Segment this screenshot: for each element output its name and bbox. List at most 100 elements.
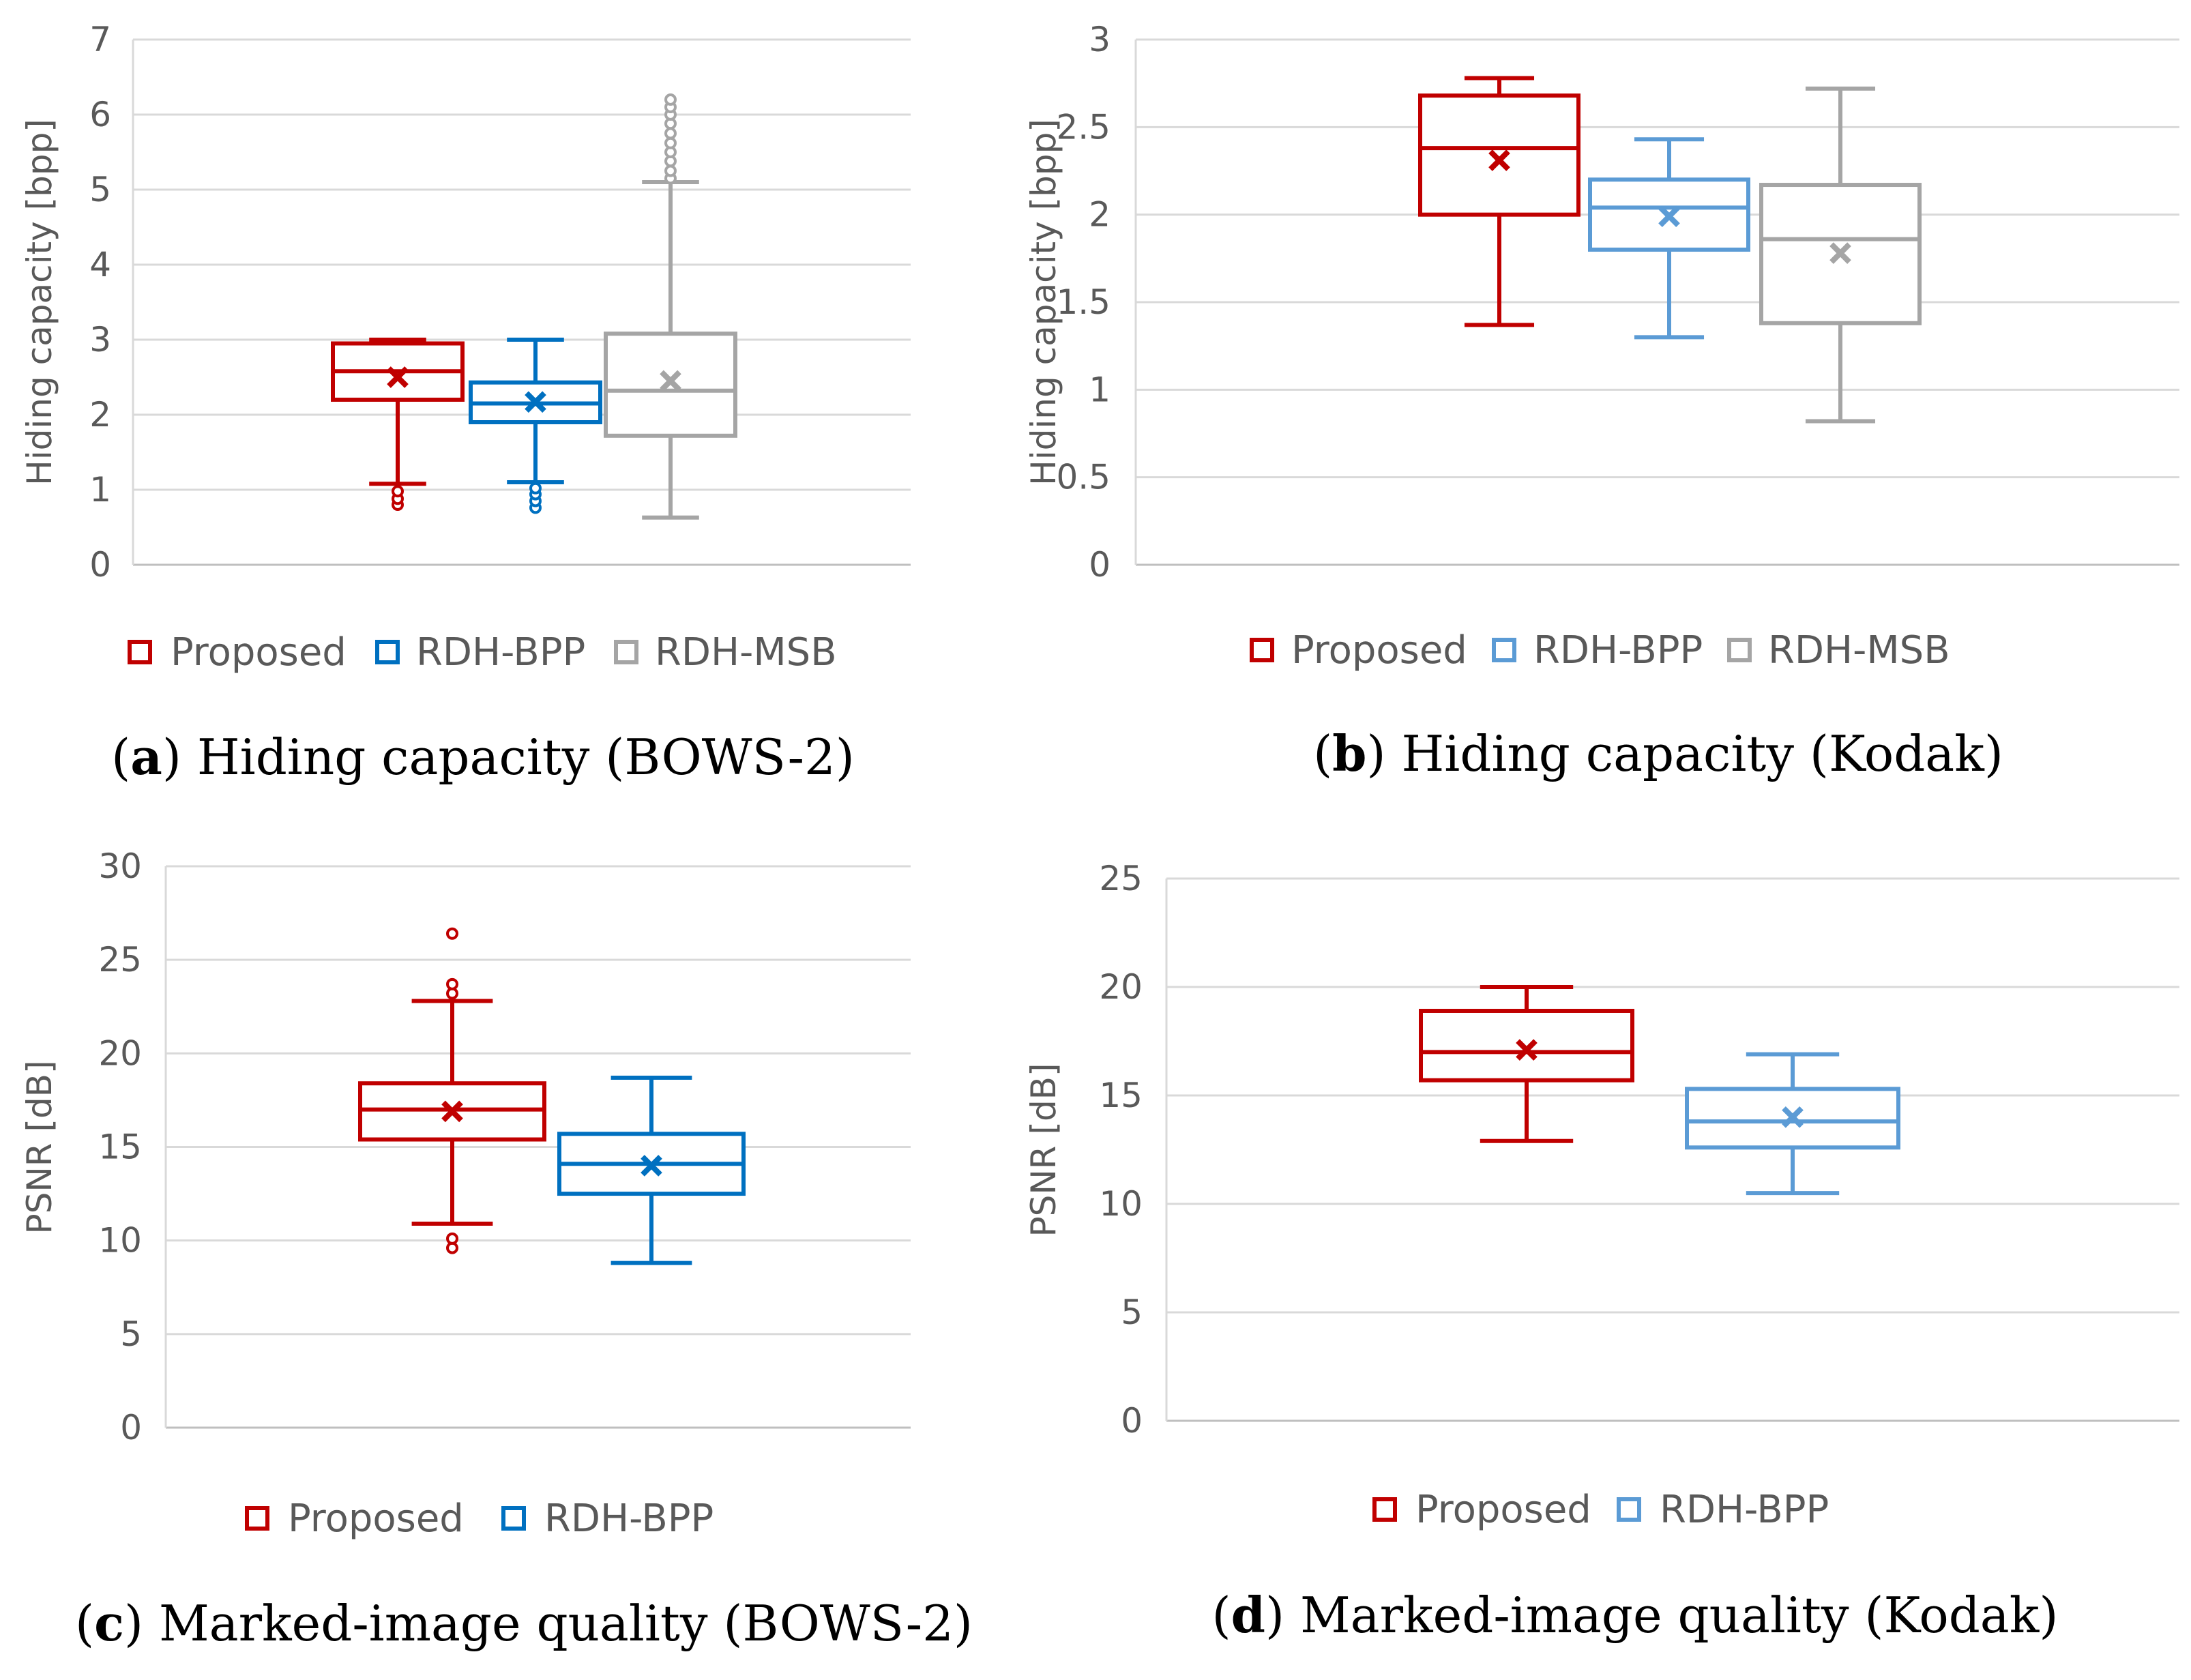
legend-item-proposed: Proposed [1250, 628, 1467, 673]
legend-label: RDH-BPP [544, 1497, 714, 1541]
outlier-point [664, 136, 677, 149]
y-tick-label: 7 [89, 20, 111, 59]
y-tick-label: 4 [89, 245, 111, 284]
caption-letter: b [1332, 724, 1366, 782]
legend: Proposed RDH-BPP RDH-MSB [128, 630, 837, 675]
legend-label: RDH-BPP [1533, 628, 1703, 673]
caption-paren-open: ( [75, 1595, 94, 1652]
y-tick-label: 2 [1089, 195, 1111, 235]
legend-item-proposed: Proposed [245, 1497, 464, 1541]
box-rdh-bpp [1685, 1052, 1900, 1196]
outlier-point [446, 1232, 458, 1245]
y-tick-label: 0 [120, 1408, 142, 1447]
panel-a-hiding-capacity-bows2: 0 1 2 3 4 5 6 7 Hiding capacity [bpp] Proposed RDH… [20, 20, 911, 786]
panel-b-hiding-capacity-kodak: 0 0.5 1 1.5 2 2.5 3 Hiding capacity [bpp] Propos… [1024, 20, 2179, 782]
caption-text: Hiding capacity (Kodak) [1402, 725, 2003, 782]
box-rdh-bpp [1588, 137, 1750, 340]
legend-swatch [375, 640, 400, 664]
legend-label: Proposed [288, 1497, 464, 1541]
legend-label: RDH-BPP [1660, 1488, 1829, 1532]
y-tick-label: 3 [89, 320, 111, 359]
legend-item-proposed: Proposed [128, 630, 347, 675]
y-axis-title: PSNR [dB] [1024, 1063, 1063, 1237]
caption-letter: a [130, 728, 162, 786]
legend-label: RDH-BPP [416, 630, 585, 675]
legend-label: Proposed [1415, 1488, 1591, 1532]
legend-item-rdh-bpp: RDH-BPP [375, 630, 585, 675]
legend-label: Proposed [171, 630, 347, 675]
caption-letter: c [94, 1594, 124, 1652]
y-tick-label: 20 [1099, 967, 1143, 1007]
legend-label: RDH-MSB [655, 630, 837, 675]
y-tick-label: 0.5 [1056, 458, 1111, 497]
mean-marker [1782, 1106, 1804, 1128]
y-tick-label: 15 [98, 1128, 142, 1167]
outlier-point [664, 93, 677, 106]
y-tick-label: 0 [89, 545, 111, 585]
outlier-point [664, 127, 677, 140]
mean-marker [1488, 149, 1510, 171]
outlier-point [446, 977, 458, 990]
y-tick-label: 10 [1099, 1184, 1143, 1224]
legend-label: Proposed [1291, 628, 1467, 673]
legend-item-rdh-msb: RDH-MSB [614, 630, 837, 675]
mean-marker [1829, 242, 1851, 264]
caption-text: Marked-image quality (Kodak) [1300, 1587, 2059, 1644]
y-axis-title: Hiding capacity [bpp] [1024, 119, 1063, 486]
legend: Proposed RDH-BPP RDH-MSB [1250, 628, 1950, 673]
caption: (a) Hiding capacity (BOWS-2) [111, 728, 855, 786]
mean-marker [641, 1155, 662, 1177]
caption-paren-close: ) [162, 728, 197, 786]
legend-item-rdh-bpp: RDH-BPP [501, 1497, 714, 1541]
box-proposed [1419, 985, 1634, 1143]
y-tick-label: 1 [1089, 370, 1111, 409]
legend-swatch [614, 640, 638, 664]
legend-swatch [245, 1506, 269, 1531]
y-tick-label: 30 [98, 846, 142, 886]
y-tick-label: 3 [1089, 20, 1111, 59]
y-tick-label: 0 [1089, 545, 1111, 585]
box-rdh-msb [604, 93, 737, 520]
outlier-point [392, 485, 404, 498]
y-tick-label: 1.5 [1056, 282, 1111, 322]
mean-marker [525, 391, 546, 413]
caption-paren-close: ) [124, 1595, 159, 1652]
caption-paren-close: ) [1265, 1587, 1300, 1644]
caption-text: Marked-image quality (BOWS-2) [159, 1595, 973, 1652]
box-rdh-bpp [557, 1075, 746, 1265]
y-tick-label: 5 [120, 1314, 142, 1354]
mean-marker [387, 366, 409, 388]
legend-swatch [1727, 638, 1752, 662]
y-tick-label: 20 [98, 1033, 142, 1073]
caption-paren-open: ( [1313, 725, 1332, 782]
y-tick-label: 15 [1099, 1076, 1143, 1115]
legend-item-rdh-msb: RDH-MSB [1727, 628, 1950, 673]
caption-letter: d [1231, 1586, 1265, 1644]
y-axis-title: PSNR [dB] [20, 1061, 59, 1235]
iqr-box [1759, 183, 1922, 325]
legend-item-rdh-bpp: RDH-BPP [1492, 628, 1703, 673]
y-axis-title: Hiding capacity [bpp] [20, 119, 59, 486]
panel-d-marked-image-quality-kodak: 0 5 10 15 20 25 PSNR [dB] Proposed RDH-BPP (d) Ma… [1024, 859, 2179, 1644]
y-tick-label: 0 [1121, 1401, 1143, 1441]
legend-label: RDH-MSB [1768, 628, 1950, 673]
outlier-point [446, 927, 458, 940]
box-proposed [331, 338, 465, 511]
mean-marker [1658, 205, 1680, 228]
box-rdh-bpp [469, 338, 602, 514]
y-tick-label: 10 [98, 1221, 142, 1261]
y-tick-label: 1 [89, 470, 111, 510]
caption: (c) Marked-image quality (BOWS-2) [75, 1594, 973, 1652]
y-tick-label: 25 [98, 940, 142, 979]
mean-marker [660, 370, 681, 392]
iqr-box [1418, 93, 1580, 217]
y-tick-label: 2.5 [1056, 107, 1111, 147]
legend-swatch [128, 640, 152, 664]
legend-swatch [501, 1506, 526, 1531]
mean-marker [1516, 1039, 1538, 1061]
legend: Proposed RDH-BPP [245, 1497, 714, 1541]
caption-paren-open: ( [1212, 1587, 1231, 1644]
outlier-point [529, 482, 542, 495]
outlier-point [664, 164, 677, 177]
